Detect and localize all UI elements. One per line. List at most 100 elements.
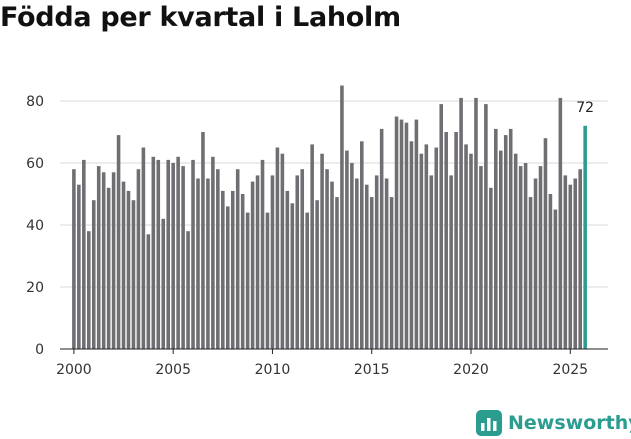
bar xyxy=(444,132,448,349)
bar xyxy=(106,187,111,349)
bar xyxy=(508,128,513,349)
bar xyxy=(275,147,280,349)
bar xyxy=(225,206,230,349)
bar xyxy=(399,119,404,349)
bar xyxy=(211,156,215,349)
bar xyxy=(459,97,463,350)
bar xyxy=(77,184,81,349)
x-tick-label: 2000 xyxy=(56,362,92,378)
y-tick-label: 80 xyxy=(26,94,44,110)
bar xyxy=(126,190,131,349)
x-tick-label: 2015 xyxy=(354,362,390,378)
annotations: 72 xyxy=(576,100,594,116)
bar xyxy=(221,190,225,349)
bar xyxy=(469,153,473,349)
bar xyxy=(543,138,548,349)
x-tick-label: 2010 xyxy=(255,362,291,378)
bar xyxy=(503,135,508,349)
bar xyxy=(285,190,290,349)
bar xyxy=(419,153,424,349)
bar xyxy=(374,175,379,349)
bars xyxy=(72,85,587,350)
bar xyxy=(335,197,339,349)
y-axis-ticks: 0 20 40 60 80 xyxy=(26,94,44,358)
bar xyxy=(250,181,255,349)
bar xyxy=(528,197,533,349)
bar xyxy=(161,218,166,349)
bar xyxy=(235,169,240,349)
bar xyxy=(156,159,161,349)
brand-logo: Newsworthy xyxy=(476,408,631,438)
bar xyxy=(201,132,205,349)
bar xyxy=(121,181,126,349)
bar xyxy=(563,175,568,349)
bar xyxy=(553,209,558,349)
x-tick-label: 2005 xyxy=(155,362,191,378)
bar xyxy=(151,156,156,349)
bar xyxy=(330,181,334,349)
bar xyxy=(305,212,309,349)
bar xyxy=(191,159,195,349)
bar xyxy=(464,144,468,349)
brand-name: Newsworthy xyxy=(508,412,631,434)
y-tick-label: 60 xyxy=(26,156,44,172)
chart-title: Födda per kvartal i Laholm xyxy=(0,2,401,33)
bar xyxy=(111,172,116,349)
bar xyxy=(87,231,91,349)
x-tick-label: 2025 xyxy=(552,362,588,378)
bar xyxy=(533,178,538,349)
bar xyxy=(216,169,220,349)
bar xyxy=(101,172,106,349)
bar xyxy=(513,153,518,349)
bar xyxy=(394,116,399,349)
bar xyxy=(96,166,101,349)
bar xyxy=(523,163,528,349)
bar xyxy=(320,153,324,349)
bar xyxy=(479,166,483,349)
bar xyxy=(136,169,141,349)
bar xyxy=(474,97,478,350)
bar xyxy=(260,159,265,349)
bar xyxy=(171,163,175,349)
bar xyxy=(186,231,190,349)
bar xyxy=(280,153,285,349)
bar xyxy=(583,125,587,349)
bar xyxy=(548,194,553,349)
bar xyxy=(518,166,523,349)
bar xyxy=(498,150,503,349)
bar xyxy=(310,144,314,349)
bar xyxy=(345,150,349,349)
bar xyxy=(424,144,429,349)
bar xyxy=(389,197,394,349)
bar xyxy=(82,159,86,349)
bar xyxy=(240,194,245,349)
bar xyxy=(568,184,573,349)
bar xyxy=(290,203,295,349)
value-label: 72 xyxy=(576,100,594,116)
y-tick-label: 0 xyxy=(35,342,44,358)
bar xyxy=(355,178,359,349)
x-axis-ticks: 2000 2005 2010 2015 2020 2025 xyxy=(56,349,588,378)
bar xyxy=(360,141,364,349)
bar xyxy=(340,85,344,349)
bar xyxy=(350,163,354,349)
bar xyxy=(364,184,369,349)
bar xyxy=(255,175,260,349)
y-tick-label: 20 xyxy=(26,280,44,296)
bar xyxy=(131,200,136,349)
bar xyxy=(315,200,319,349)
bar xyxy=(454,132,458,349)
bar xyxy=(141,147,146,349)
bar xyxy=(558,97,563,350)
bar xyxy=(325,169,329,349)
bar xyxy=(414,119,419,349)
bar xyxy=(404,122,409,349)
bar xyxy=(429,175,434,349)
bar xyxy=(166,159,170,349)
bar xyxy=(295,175,300,349)
bar xyxy=(196,178,200,349)
bar xyxy=(379,128,384,349)
bar xyxy=(116,135,121,349)
bar xyxy=(206,178,210,349)
